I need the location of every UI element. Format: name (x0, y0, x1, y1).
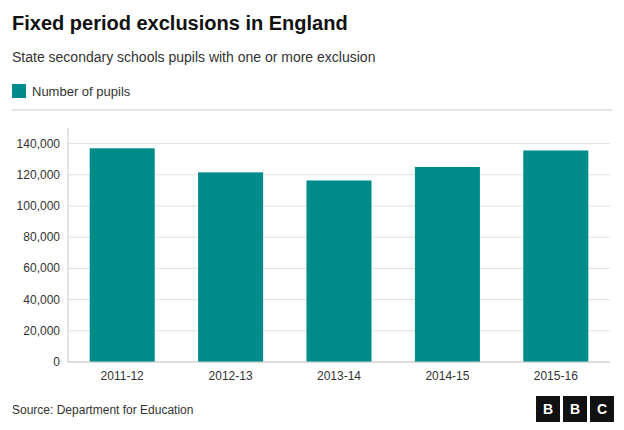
legend: Number of pupils (12, 84, 131, 99)
x-tick-label: 2015-16 (534, 369, 578, 383)
y-tick-label: 120,000 (17, 168, 61, 182)
title: Fixed period exclusions in England (12, 12, 348, 34)
subtitle: State secondary schools pupils with one … (12, 49, 375, 65)
logo: BBC (536, 396, 614, 422)
grid (68, 144, 610, 362)
y-tick-label: 0 (53, 355, 60, 369)
x-tick-label: 2014-15 (425, 369, 469, 383)
separator (12, 110, 612, 111)
logo-box (563, 396, 587, 422)
bar (415, 167, 480, 362)
logo-letter: C (597, 401, 607, 417)
grid-line (68, 143, 610, 144)
bar (90, 148, 155, 362)
logo-text: BBC (543, 401, 607, 417)
y-tick-label: 20,000 (23, 324, 60, 338)
logo-box (536, 396, 560, 422)
y-tick-label: 60,000 (23, 261, 60, 275)
logo-letter: B (570, 401, 580, 417)
x-axis-line (68, 362, 610, 363)
x-tick-label: 2012-13 (209, 369, 253, 383)
y-tick-label: 80,000 (23, 230, 60, 244)
chart-container: Fixed period exclusions in England State … (0, 0, 624, 430)
x-tick-label: 2013-14 (317, 369, 361, 383)
chart: Fixed period exclusions in England State … (0, 0, 624, 430)
logo-box (590, 396, 614, 422)
logo-letter: B (543, 401, 553, 417)
y-axis-line (68, 128, 69, 362)
legend-swatch (12, 84, 26, 98)
grid-line (68, 362, 610, 363)
legend-label: Number of pupils (32, 84, 131, 99)
x-tick-label: 2011-12 (101, 369, 144, 383)
y-tick-label: 40,000 (23, 293, 60, 307)
y-tick-label: 100,000 (17, 199, 61, 213)
y-tick-label: 140,000 (17, 137, 61, 151)
bars (90, 148, 589, 362)
bar (523, 150, 588, 362)
bar (198, 172, 263, 362)
source: Source: Department for Education (12, 403, 193, 417)
bar (306, 180, 371, 362)
